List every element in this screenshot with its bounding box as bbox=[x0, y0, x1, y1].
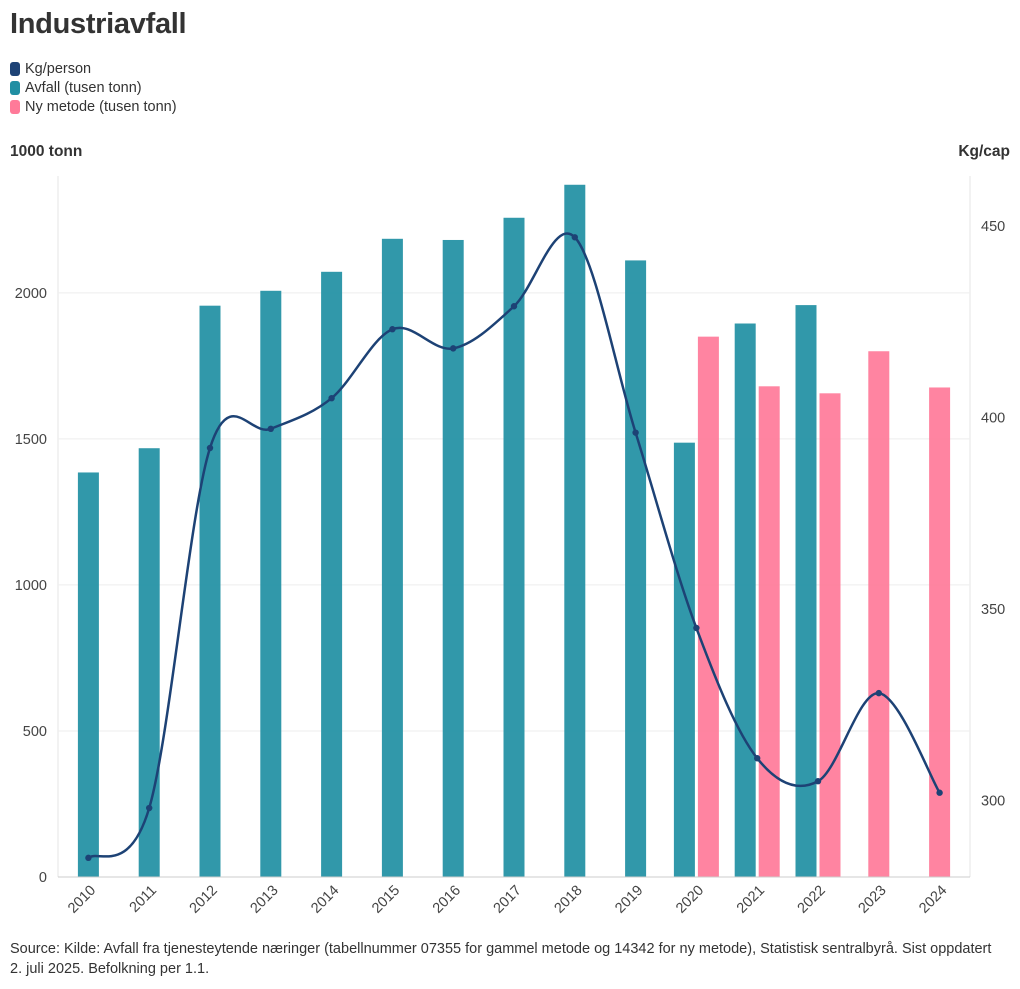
bar-avfall-2019 bbox=[625, 260, 647, 877]
x-tick-label-2017: 2017 bbox=[491, 883, 525, 917]
kg-person-point-2024 bbox=[936, 789, 943, 796]
source-note: Source: Kilde: Avfall fra tjenesteytende… bbox=[10, 941, 992, 977]
bar-avfall-2016 bbox=[442, 239, 464, 877]
x-tick-label-2020: 2020 bbox=[673, 883, 707, 917]
kg-person-point-2020 bbox=[693, 624, 700, 632]
kg-person-line bbox=[87, 232, 941, 859]
legend-swatch-avfall bbox=[10, 80, 20, 95]
x-tick-label-2016: 2016 bbox=[430, 883, 464, 917]
bar-ny-metode-2022 bbox=[819, 393, 841, 877]
right-axis-title: Kg/cap bbox=[958, 143, 1010, 160]
bar-avfall-2015 bbox=[381, 238, 403, 877]
x-tick-label-2023: 2023 bbox=[855, 883, 889, 917]
left-tick-label: 500 bbox=[23, 724, 47, 740]
chart-legend: Kg/person Avfall (tusen tonn) Ny metode … bbox=[10, 59, 177, 116]
x-tick-label-2018: 2018 bbox=[551, 883, 585, 917]
legend-item-ny-metode[interactable]: Ny metode (tusen tonn) bbox=[10, 97, 177, 116]
legend-swatch-ny-metode bbox=[10, 99, 20, 114]
kg-person-point-2021 bbox=[754, 755, 761, 762]
legend-label-ny-metode: Ny metode (tusen tonn) bbox=[25, 98, 177, 115]
chart-title: Industriavfall bbox=[10, 8, 187, 40]
bar-avfall-2017 bbox=[503, 217, 525, 877]
x-tick-label-2013: 2013 bbox=[247, 883, 281, 917]
kg-person-point-2017 bbox=[510, 303, 518, 310]
left-tick-label: 0 bbox=[39, 870, 47, 886]
right-tick-label: 300 bbox=[981, 793, 1005, 809]
x-tick-label-2012: 2012 bbox=[187, 883, 221, 917]
legend-item-avfall[interactable]: Avfall (tusen tonn) bbox=[10, 78, 177, 97]
right-tick-label: 450 bbox=[981, 219, 1005, 235]
right-tick-label: 350 bbox=[981, 602, 1005, 618]
bar-avfall-2018 bbox=[564, 184, 586, 877]
bar-avfall-2021 bbox=[734, 323, 756, 877]
bar-avfall-2013 bbox=[260, 290, 282, 877]
kg-person-point-2023 bbox=[875, 689, 882, 697]
x-tick-label-2010: 2010 bbox=[65, 883, 99, 917]
kg-person-point-2016 bbox=[450, 345, 457, 352]
left-tick-label: 2000 bbox=[15, 286, 47, 302]
right-tick-label: 400 bbox=[981, 410, 1005, 426]
x-tick-label-2015: 2015 bbox=[369, 883, 403, 917]
kg-person-point-2010 bbox=[85, 854, 92, 862]
bar-ny-metode-2023 bbox=[868, 351, 890, 877]
left-tick-label: 1000 bbox=[15, 578, 47, 594]
x-tick-label-2011: 2011 bbox=[127, 883, 160, 916]
kg-person-point-2011 bbox=[146, 804, 153, 812]
left-tick-label: 1500 bbox=[15, 432, 47, 448]
kg-person-point-2019 bbox=[632, 429, 639, 436]
bar-avfall-2010 bbox=[77, 472, 99, 877]
legend-label-avfall: Avfall (tusen tonn) bbox=[25, 79, 142, 96]
bar-avfall-2022 bbox=[795, 305, 817, 877]
x-tick-label-2022: 2022 bbox=[795, 883, 829, 917]
bar-avfall-2020 bbox=[673, 442, 695, 877]
kg-person-point-2022 bbox=[814, 778, 822, 785]
bar-ny-metode-2024 bbox=[929, 387, 951, 877]
x-tick-label-2019: 2019 bbox=[612, 883, 646, 917]
kg-person-point-2012 bbox=[206, 444, 214, 452]
left-axis-title: 1000 tonn bbox=[10, 143, 83, 160]
kg-person-point-2015 bbox=[389, 326, 396, 333]
bar-avfall-2011 bbox=[138, 448, 160, 877]
bar-layer bbox=[77, 184, 951, 877]
legend-swatch-kg-person bbox=[10, 61, 20, 76]
kg-person-point-2013 bbox=[267, 425, 274, 433]
legend-label-kg-person: Kg/person bbox=[25, 60, 92, 77]
bar-ny-metode-2021 bbox=[758, 386, 780, 877]
line-layer bbox=[85, 232, 943, 862]
bar-avfall-2014 bbox=[321, 271, 343, 877]
x-tick-label-2021: 2021 bbox=[734, 883, 768, 917]
bar-avfall-2012 bbox=[199, 305, 221, 877]
legend-item-kg-person[interactable]: Kg/person bbox=[10, 59, 177, 78]
x-tick-label-2024: 2024 bbox=[916, 883, 950, 917]
x-tick-label-2014: 2014 bbox=[308, 883, 342, 917]
kg-person-point-2014 bbox=[328, 394, 335, 402]
bar-ny-metode-2020 bbox=[697, 336, 719, 877]
kg-person-point-2018 bbox=[571, 234, 578, 241]
